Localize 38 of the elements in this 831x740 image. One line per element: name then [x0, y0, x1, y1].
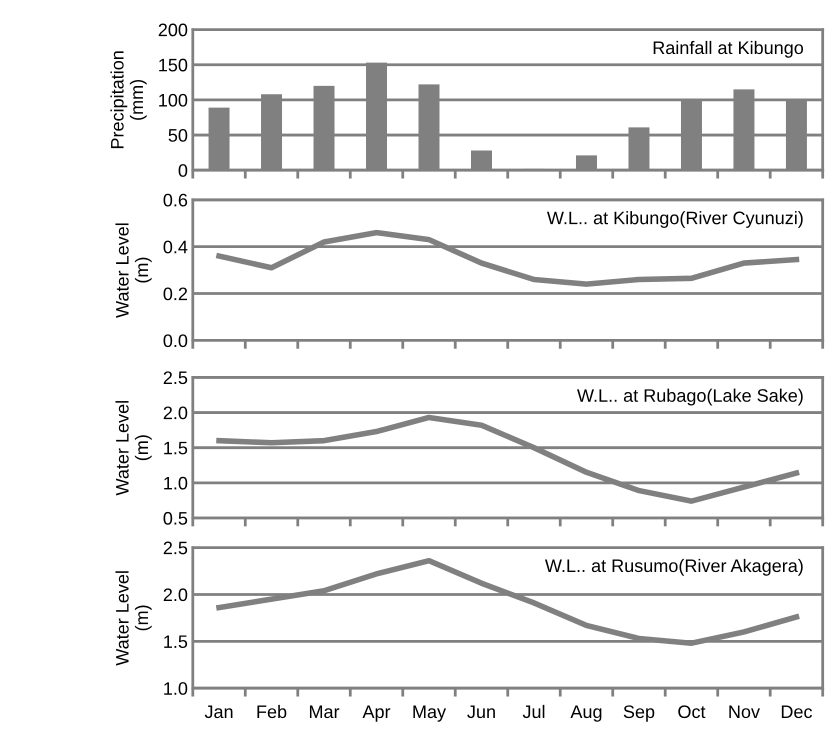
x-tick-label: May	[413, 706, 446, 722]
y-axis-title: Water Level (m)	[115, 401, 152, 496]
y-tick-label: 0.6	[164, 194, 188, 207]
y-tick-label: 50	[168, 128, 188, 142]
x-tick-label: Sep	[624, 705, 654, 722]
y-tick-label: 100	[159, 94, 188, 107]
y-tick-label: 2.0	[164, 406, 188, 420]
x-tick-label: Feb	[257, 704, 286, 718]
y-axis-title: Water Level (m)	[115, 571, 152, 666]
text: Rainfall at Kibungo	[654, 40, 804, 58]
y-tick-label: 1.0	[164, 682, 188, 695]
y-tick-label: 0.2	[164, 287, 188, 300]
x-tick-label: Aug	[570, 706, 602, 722]
x-tick-label: Nov	[729, 706, 760, 718]
x-tick-label: Mar	[310, 706, 340, 718]
x-tick-label: Dec	[782, 706, 812, 718]
y-tick-label: 0.5	[164, 512, 188, 525]
y-tick-label: 200	[158, 24, 188, 36]
y-tick-label: 1.5	[164, 635, 188, 648]
y-tick-label: 150	[159, 58, 188, 72]
x-tick-label: Oct	[678, 705, 706, 718]
y-axis-title: Precipitation (mm)	[110, 51, 147, 148]
x-tick-label: Jun	[467, 706, 495, 718]
y-tick-label: 0	[178, 164, 188, 177]
x-tick-label: Apr	[362, 706, 390, 722]
text: W.L.. at Rubago(Lake Sake)	[577, 388, 803, 406]
y-tick-label: 1.5	[164, 442, 188, 454]
y-tick-label: 2.5	[164, 542, 188, 554]
y-tick-label: 0.0	[164, 334, 188, 348]
x-tick-label: Jul	[522, 704, 544, 718]
y-axis-title: Water Level (m)	[115, 223, 152, 318]
x-tick-label: Jan	[204, 706, 232, 718]
text: W.L.. at Rusumo(River Akagera)	[544, 558, 803, 576]
y-tick-label: 0.4	[164, 240, 188, 254]
text: W.L.. at Kibungo(River Cyunuzi)	[546, 211, 803, 228]
y-tick-label: 2.0	[164, 588, 188, 602]
y-tick-label: 1.0	[164, 476, 188, 490]
y-tick-label: 2.5	[164, 371, 188, 384]
